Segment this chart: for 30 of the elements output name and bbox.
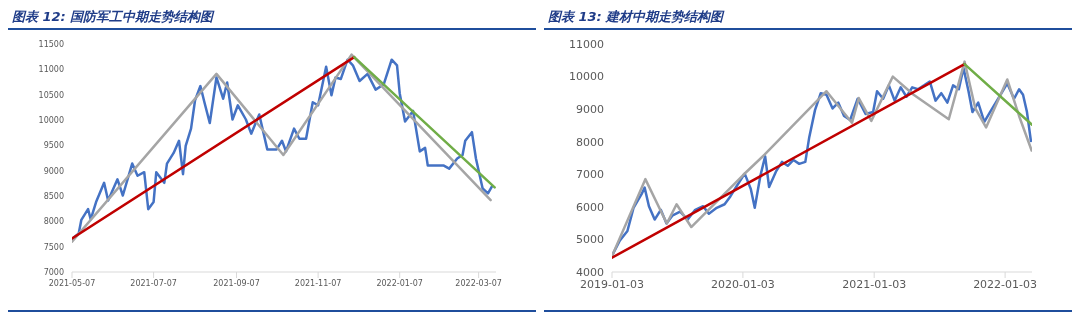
y-tick-label: 11000	[569, 37, 604, 51]
y-tick-label: 5000	[576, 233, 604, 247]
chart-title: 图表 13: 建材中期走势结构图	[544, 8, 1072, 30]
y-tick-label: 6000	[576, 200, 604, 214]
x-tick-label: 2021-09-07	[213, 278, 260, 288]
x-tick-label: 2022-01-03	[973, 277, 1038, 291]
y-tick-label: 4000	[576, 265, 604, 279]
chart-title: 图表 12: 国防军工中期走势结构图	[8, 8, 536, 30]
x-tick-label: 2021-07-07	[130, 278, 177, 288]
y-tick-label: 10500	[38, 90, 64, 100]
y-tick-label: 10000	[569, 70, 604, 84]
y-tick-label: 9000	[576, 103, 604, 117]
y-tick-label: 8500	[43, 191, 64, 201]
y-tick-label: 7000	[576, 168, 604, 182]
x-tick-label: 2022-01-07	[376, 278, 423, 288]
y-tick-label: 9000	[43, 166, 64, 176]
y-tick-label: 11500	[38, 39, 64, 49]
y-tick-label: 7000	[43, 267, 64, 277]
y-tick-label: 11000	[38, 65, 64, 75]
x-tick-label: 2021-05-07	[48, 278, 96, 288]
x-tick-label: 2019-01-03	[580, 277, 644, 291]
x-tick-label: 2020-01-03	[710, 277, 775, 291]
y-tick-label: 9500	[43, 141, 64, 151]
x-tick-label: 2022-03-07	[455, 278, 502, 288]
y-tick-label: 7500	[43, 242, 64, 252]
y-tick-label: 10000	[38, 115, 64, 125]
y-tick-label: 8000	[576, 135, 604, 149]
x-tick-label: 2021-11-07	[294, 278, 342, 288]
y-tick-label: 8000	[43, 217, 64, 227]
x-tick-label: 2021-01-03	[842, 277, 907, 291]
